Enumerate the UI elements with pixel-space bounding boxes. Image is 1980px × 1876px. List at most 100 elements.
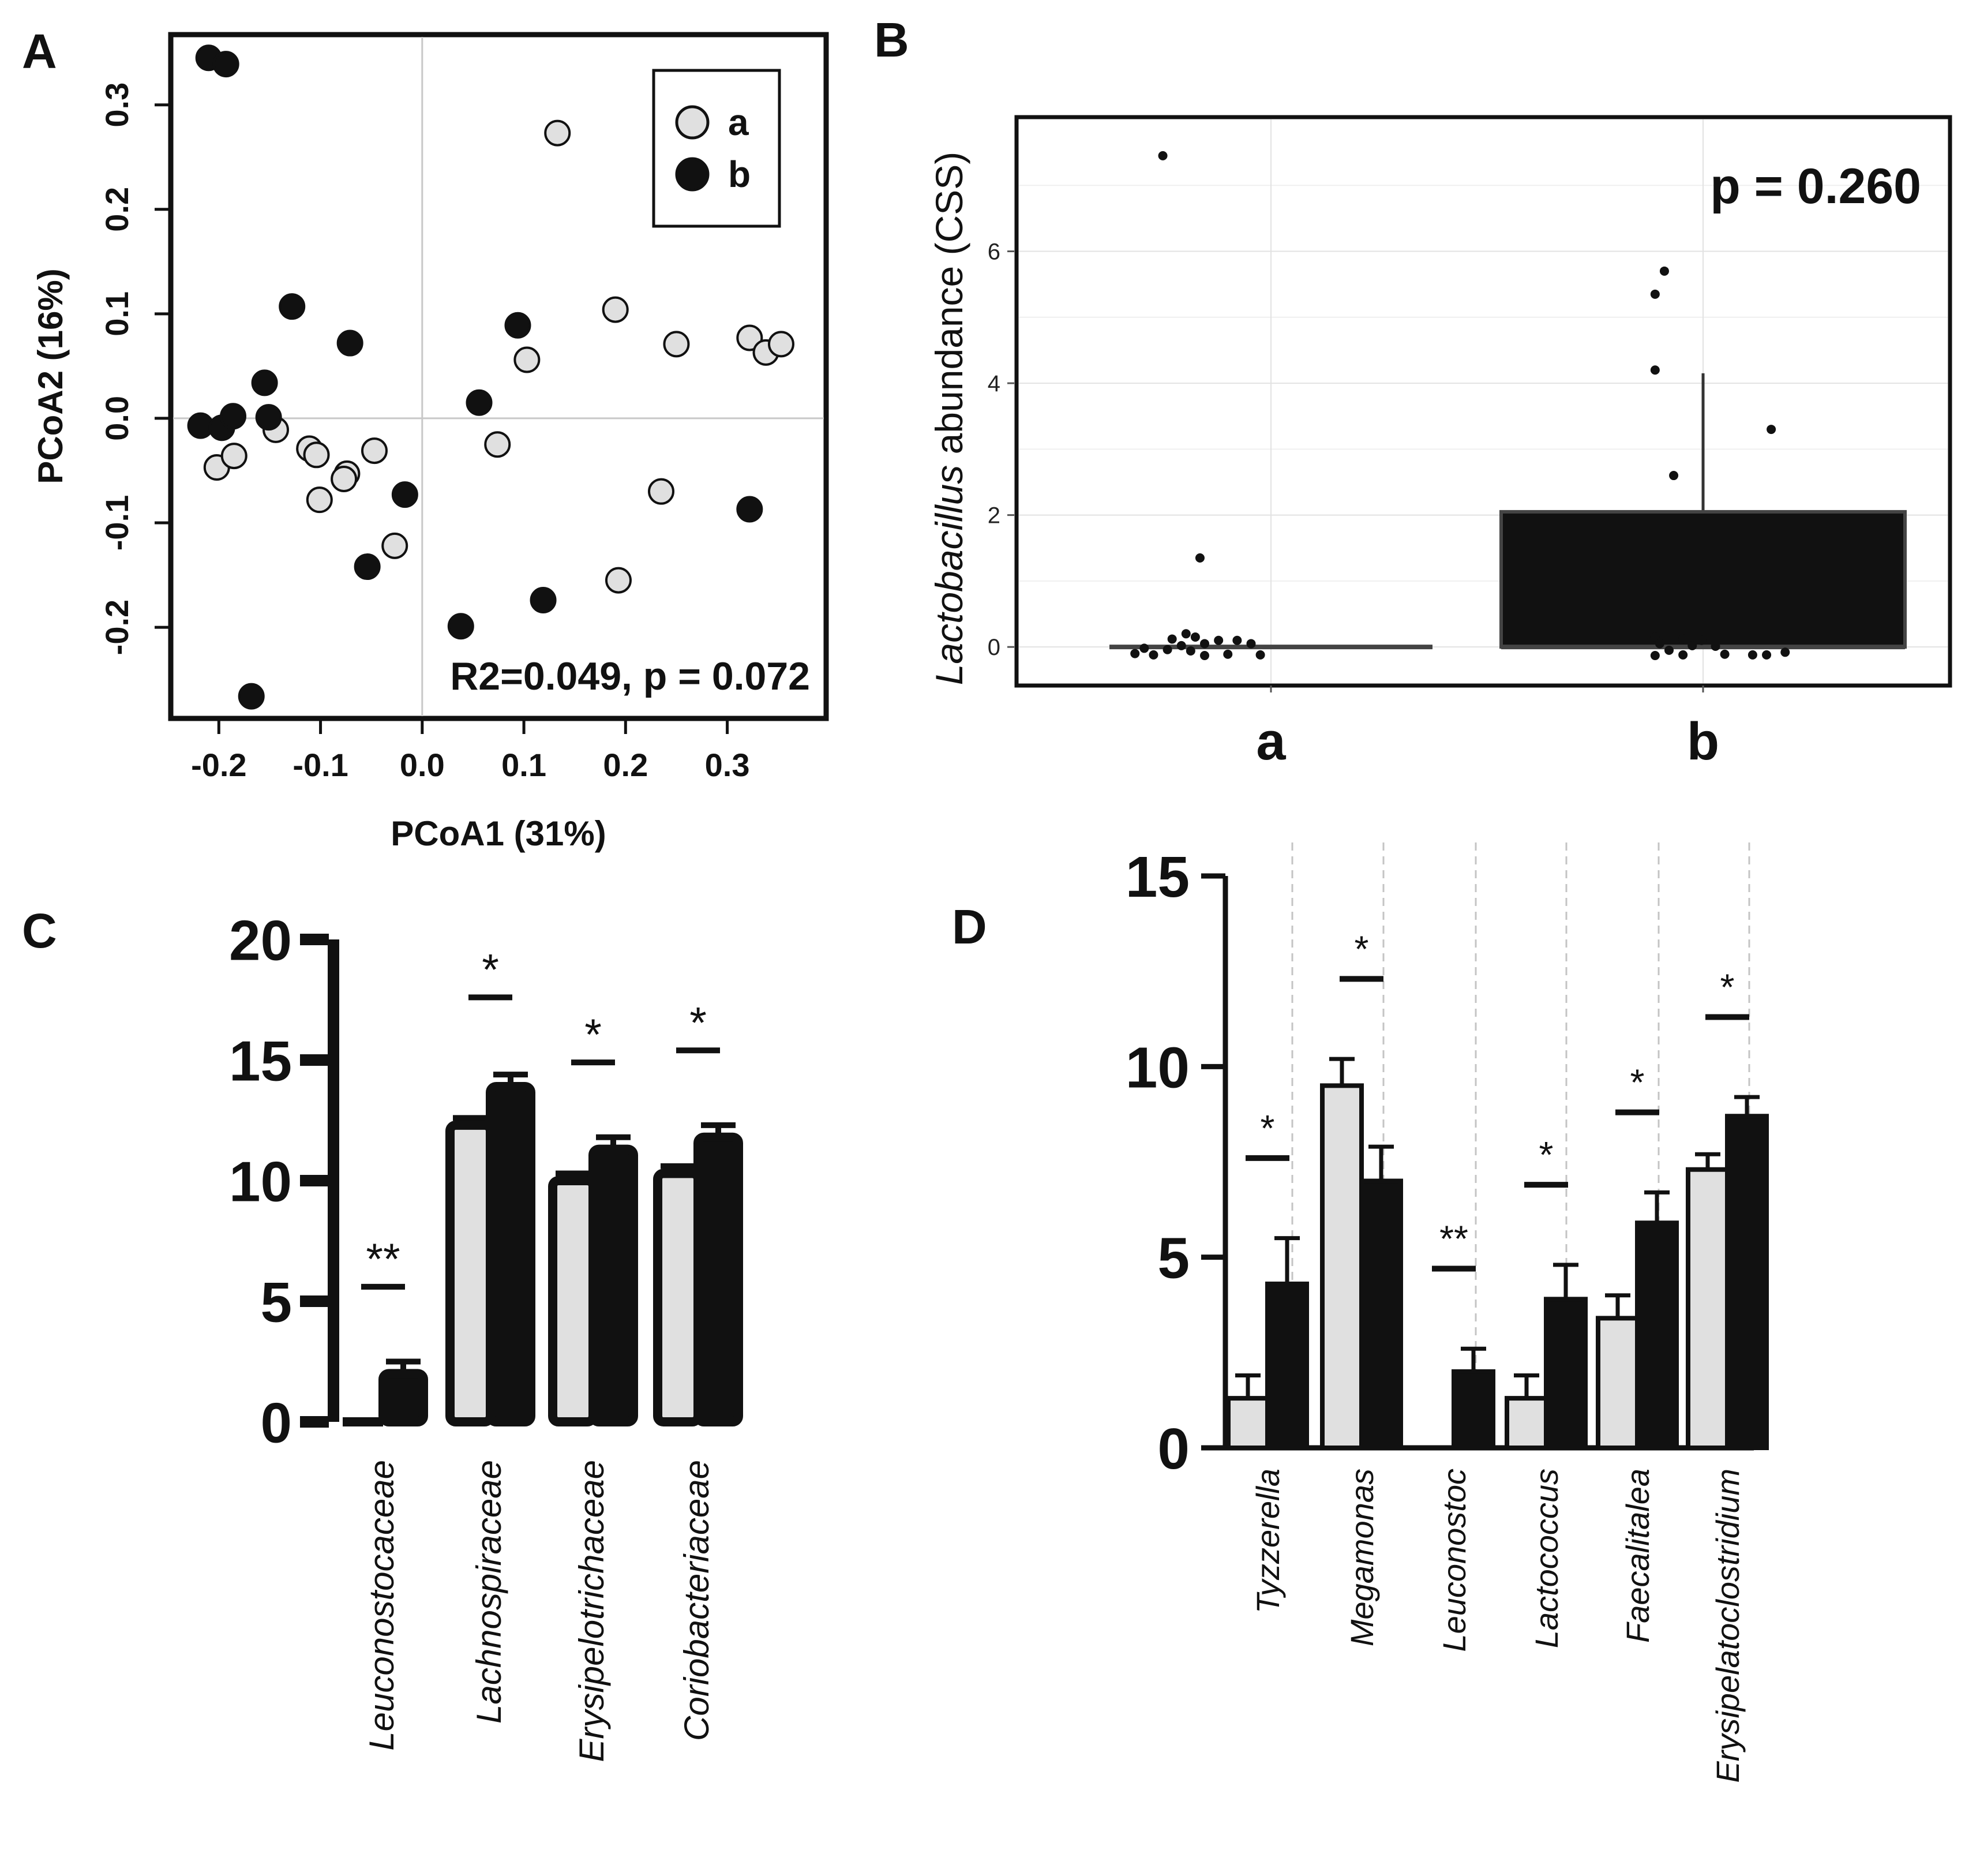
- panel-b-point-a: [1181, 629, 1191, 639]
- panel-b-point-a: [1130, 649, 1140, 658]
- panel-d-category-labels: Tyzzerella Megamonas Leuconostoc Lactococcu…: [1250, 1469, 1746, 1783]
- panel-a-point-a: [767, 331, 794, 358]
- panel-a-point-a: [736, 324, 763, 351]
- panel-b-point-a: [1139, 643, 1149, 653]
- panel-a-x-tick-label: 0.0: [400, 747, 445, 783]
- panel-b-point-a: [1162, 645, 1172, 654]
- panel-a-point-b: [530, 587, 557, 614]
- panel-d-category-label: Lactococcus: [1528, 1469, 1565, 1648]
- panel-d-bar-b: [1635, 1220, 1679, 1451]
- panel-a-y-tick-label: 0.2: [99, 187, 135, 232]
- panel-d-y-axis: 0 5 10 15: [1126, 845, 1225, 1481]
- panel-a-x-label: PCoA1 (31%): [391, 814, 606, 853]
- panel-a-point-a: [303, 441, 330, 469]
- panel-letter-a: A: [22, 24, 57, 78]
- panel-c-significance-label: *: [584, 1010, 602, 1059]
- panel-b-point-a: [1186, 646, 1195, 656]
- panel-c-y-tick-label: 20: [229, 908, 292, 972]
- panel-b-y-tick-label: 4: [988, 371, 1000, 396]
- panel-b-point-b: [1697, 635, 1707, 645]
- panel-c-y-tick-label: 0: [260, 1391, 292, 1454]
- panel-letter-d: D: [952, 900, 987, 954]
- panel-c-category-label: Leuconostocaceae: [362, 1460, 401, 1751]
- panel-b-annotation: p = 0.260: [1710, 159, 1921, 214]
- panel-c-bar-b: [486, 1081, 535, 1426]
- panel-b-x-tick-label: b: [1687, 712, 1719, 771]
- panel-b-y-label: Lactobacillus abundance (CSS): [928, 152, 970, 686]
- panel-a: -0.2 -0.1 0.0 0.1 0.2 0.3 -0.2 -0.1 0.0 0.1 0.2 0.…: [31, 32, 829, 853]
- panel-a-point-b: [354, 553, 381, 581]
- panel-a-point-a: [220, 443, 247, 470]
- panel-letter-c: C: [22, 904, 57, 958]
- panel-a-y-tick-label: -0.2: [99, 600, 135, 656]
- panel-d-bar-b: [1265, 1281, 1309, 1450]
- panel-d-bar-a: [1320, 1083, 1364, 1451]
- panel-b-point-b: [1678, 634, 1688, 644]
- panel-c-category-label: Erysipelotrichaceae: [572, 1460, 611, 1762]
- panel-d-bar-a: [1686, 1167, 1730, 1451]
- panel-d-significance-label: *: [1539, 1134, 1554, 1175]
- panel-b-point-b: [1659, 266, 1669, 276]
- panel-b-y-axis: 0 2 4 6: [988, 239, 1014, 660]
- panel-c-bar-a: [548, 1176, 598, 1426]
- panel-c-y-tick-label: 15: [229, 1029, 292, 1092]
- panel-a-legend-marker-a: [675, 105, 710, 140]
- panel-a-y-tick-label: -0.1: [99, 495, 135, 551]
- panel-a-legend-label-b: b: [728, 153, 751, 195]
- panel-b-point-b: [1711, 642, 1720, 651]
- panel-a-point-b: [391, 481, 418, 508]
- panel-c-significance-label: **: [366, 1235, 400, 1284]
- panel-a-point-a: [513, 346, 541, 373]
- panel-b-point-a: [1167, 634, 1177, 644]
- panel-d-y-tick-label: 10: [1126, 1035, 1190, 1100]
- panel-a-y-label: PCoA2 (16%): [31, 268, 70, 484]
- panel-b-point-a: [1200, 651, 1209, 661]
- panel-d-bars: [1226, 1057, 1769, 1451]
- panel-b-point-a: [1246, 639, 1256, 649]
- panel-d-bar-b: [1452, 1369, 1495, 1451]
- panel-d-significance-label: *: [1630, 1062, 1645, 1103]
- panel-b-box-b: [1499, 510, 1907, 649]
- panel-b-point-b: [1780, 647, 1790, 657]
- panel-a-point-b: [251, 369, 278, 396]
- panel-b-x-tick-label: a: [1256, 712, 1286, 771]
- panel-a-y-tick-label: 0.1: [99, 291, 135, 336]
- panel-a-point-b: [212, 51, 239, 78]
- panel-b-point-a: [1149, 650, 1158, 660]
- panel-a-point-b: [279, 293, 306, 320]
- panel-b-point-b: [1650, 365, 1660, 375]
- panel-b-point-b: [1747, 650, 1757, 660]
- panel-d-category-label: Leuconostoc: [1436, 1469, 1472, 1652]
- panel-d-y-tick-label: 5: [1157, 1226, 1190, 1291]
- panel-b-point-b: [1687, 641, 1697, 650]
- panel-c-bars: [343, 1072, 743, 1427]
- panel-d-y-tick-label: 15: [1126, 845, 1190, 909]
- panel-a-x-tick-label: 0.2: [603, 747, 648, 783]
- panel-c-bar-b: [588, 1144, 638, 1427]
- panel-letter-b: B: [874, 13, 909, 67]
- panel-d-significance-label: **: [1439, 1218, 1468, 1259]
- panel-a-points: [187, 44, 794, 710]
- panel-d-bar-b: [1544, 1297, 1588, 1451]
- panel-b-points: [1130, 151, 1790, 661]
- panel-d-bar-a: [1596, 1316, 1640, 1450]
- panel-d-significance-label: *: [1261, 1107, 1275, 1149]
- panel-b-point-b: [1669, 471, 1679, 481]
- panel-b-y-label-genus: Lactobacillus: [928, 465, 970, 686]
- panel-a-point-b: [219, 403, 246, 430]
- panel-d-significance-label: *: [1355, 928, 1369, 969]
- panel-b-point-b: [1650, 651, 1660, 661]
- panel-a-point-a: [663, 331, 690, 358]
- panel-c-significance-label: *: [482, 945, 499, 994]
- panel-a-point-a: [544, 119, 571, 147]
- panel-a-legend-box: [652, 69, 781, 228]
- panel-b-point-b: [1650, 289, 1660, 299]
- panel-c-category-labels: Leuconostocaceae Lachnospiraceae Erysipelo…: [362, 1460, 716, 1762]
- panel-a-annotation: R2=0.049, p = 0.072: [450, 654, 810, 698]
- panel-d-significance-label: *: [1720, 966, 1735, 1008]
- panel-a-point-b: [336, 329, 363, 357]
